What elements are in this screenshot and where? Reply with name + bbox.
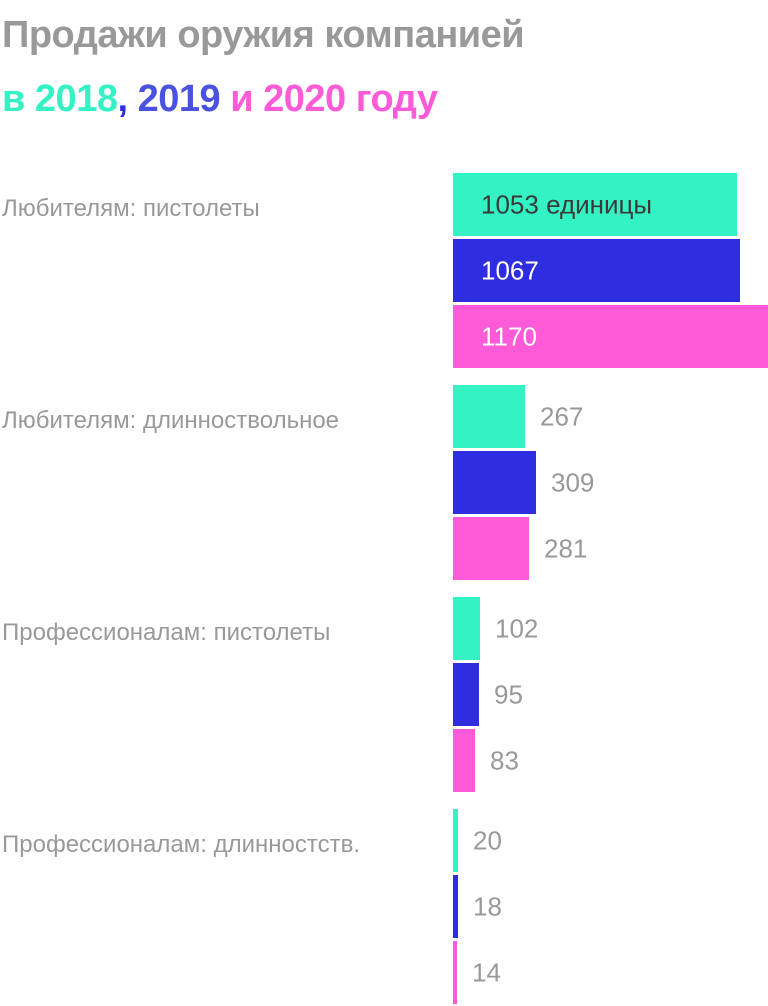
bar-2019 bbox=[453, 239, 740, 302]
category-label: Любителям: пистолеты bbox=[2, 195, 260, 222]
category-label: Профессионалам: пистолеты bbox=[2, 619, 330, 646]
data-label-2020: 83 bbox=[490, 746, 519, 776]
data-label-2019: 1067 bbox=[481, 256, 539, 286]
title-prefix: в bbox=[2, 78, 35, 120]
legend-year-2019: 2019 bbox=[137, 78, 221, 120]
data-label-2018: 267 bbox=[540, 402, 583, 432]
data-label-2019: 18 bbox=[473, 892, 502, 922]
data-label-2018: 1053 единицы bbox=[481, 190, 652, 220]
data-label-2019: 309 bbox=[551, 468, 594, 498]
bar-2018 bbox=[453, 597, 480, 660]
bar-2019 bbox=[453, 875, 458, 938]
category-label: Любителям: длинноствольное bbox=[2, 407, 339, 434]
data-label-2020: 1170 bbox=[481, 322, 537, 352]
legend-year-2018: 2018 bbox=[34, 78, 118, 120]
bar-2018 bbox=[453, 809, 458, 872]
bar-2019 bbox=[453, 451, 536, 514]
title-separator-and: и bbox=[220, 78, 264, 120]
category-label: Профессионалам: длинностств. bbox=[2, 831, 360, 858]
bar-2018 bbox=[453, 173, 737, 236]
chart-title-line2: в 2018, 2019 и 2020 году bbox=[2, 80, 438, 118]
data-label-2019: 95 bbox=[494, 680, 523, 710]
title-suffix: году bbox=[345, 78, 438, 120]
data-label-2020: 281 bbox=[544, 534, 587, 564]
data-label-2020: 14 bbox=[472, 958, 501, 988]
legend-year-2020: 2020 bbox=[263, 78, 346, 120]
data-label-2018: 20 bbox=[473, 826, 502, 856]
data-label-2018: 102 bbox=[495, 614, 538, 644]
bar-2020 bbox=[453, 941, 457, 1004]
bar-2020 bbox=[453, 517, 529, 580]
bar-2018 bbox=[453, 385, 525, 448]
chart-title-line1: Продажи оружия компанией bbox=[2, 14, 525, 56]
bar-2019 bbox=[453, 663, 479, 726]
bar-2020 bbox=[453, 729, 475, 792]
bar-2020 bbox=[453, 305, 768, 368]
title-separator-comma: , bbox=[117, 78, 138, 120]
